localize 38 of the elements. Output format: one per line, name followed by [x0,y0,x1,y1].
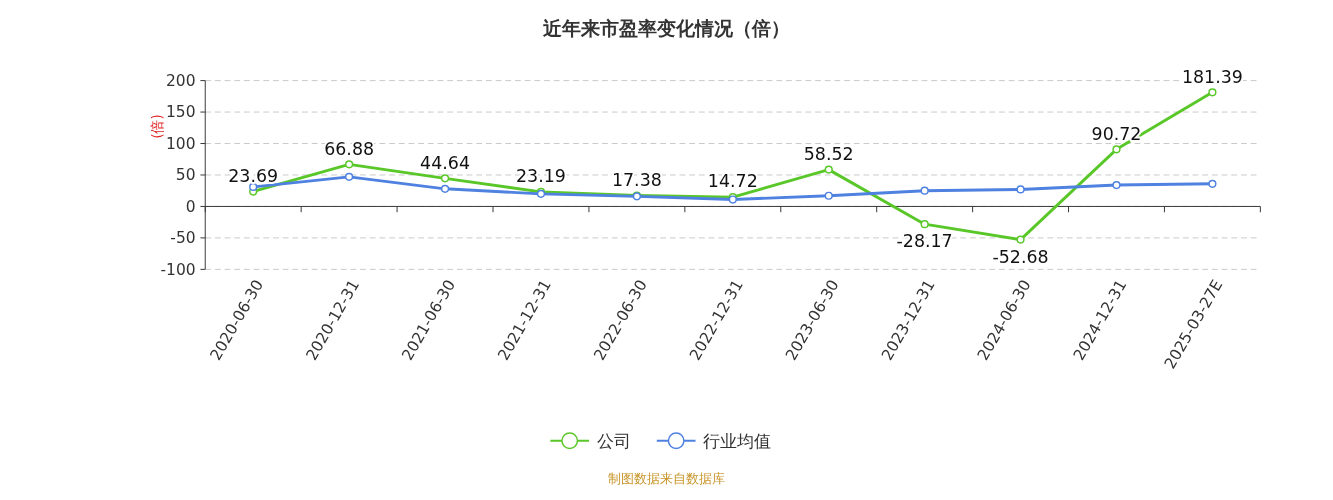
data-label: 23.19 [516,166,566,187]
y-tick-label: -50 [170,229,196,248]
data-label: -28.17 [896,231,953,252]
point [345,160,354,169]
y-axis-title: (倍) [148,114,165,139]
point [920,186,929,195]
data-label: 90.72 [1091,123,1142,144]
point [1016,235,1025,244]
data-label: 14.72 [707,171,758,192]
point [920,220,929,229]
point [1208,88,1217,97]
point [440,174,450,183]
point [1016,185,1025,194]
point [824,165,833,174]
data-label: -52.68 [992,246,1049,267]
point [1112,145,1121,154]
legend-label: 公司 [596,430,631,451]
data-label: 66.88 [324,138,375,159]
data-label: 17.38 [611,169,662,190]
data-label: 44.64 [420,152,470,173]
legend-label: 行业均值 [703,430,772,451]
chart-title: 近年来市盈率变化情况（倍） [542,17,790,41]
point [1112,180,1121,190]
y-tick-label: -100 [160,260,196,279]
point [345,172,354,181]
point [1208,179,1217,188]
y-tick-label: 150 [166,103,196,122]
y-tick-label: 0 [185,197,196,216]
y-tick-label: 100 [166,134,196,153]
y-tick-label: 50 [175,166,196,185]
point [824,191,833,200]
data-label: 181.39 [1181,66,1243,87]
y-tick-label: 200 [166,72,196,91]
data-label: 58.52 [803,143,854,164]
point [249,182,258,192]
point [440,184,450,193]
text: 制图数据来自数据库 [608,471,725,487]
data-label: 23.69 [228,165,279,186]
